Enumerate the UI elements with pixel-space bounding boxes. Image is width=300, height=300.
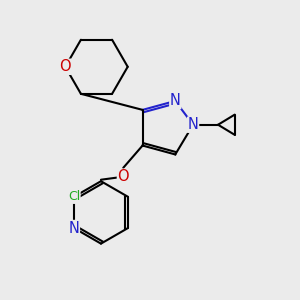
Text: N: N xyxy=(188,117,199,132)
Text: N: N xyxy=(68,220,80,236)
Text: N: N xyxy=(170,94,181,109)
Text: Cl: Cl xyxy=(68,190,80,203)
Text: O: O xyxy=(59,59,71,74)
Text: O: O xyxy=(117,169,129,184)
